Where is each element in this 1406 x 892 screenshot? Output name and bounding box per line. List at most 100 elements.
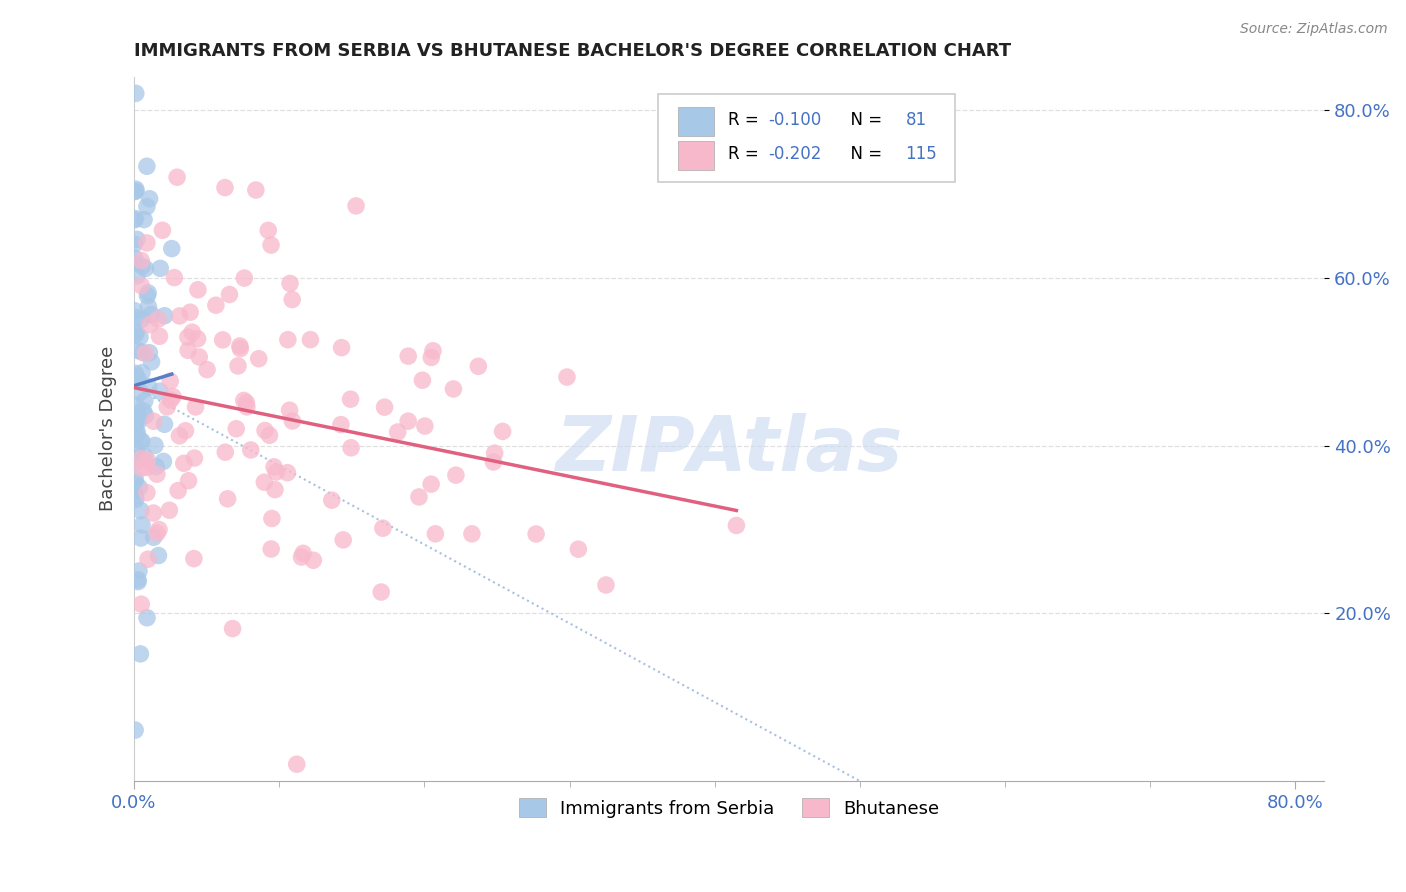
Point: [167, 483, 190, 498]
Point: [134, 346, 156, 360]
Point: [264, 483, 287, 497]
Point: [127, 450, 149, 465]
Point: [122, 237, 145, 252]
Point: [136, 453, 159, 467]
Point: [179, 305, 201, 319]
Point: [142, 530, 165, 544]
Point: [567, 542, 589, 557]
Point: [125, 398, 148, 412]
Point: [467, 359, 489, 374]
Point: [160, 242, 183, 256]
Point: [370, 585, 392, 599]
Point: [277, 333, 299, 347]
Point: [125, 232, 148, 246]
Point: [184, 400, 207, 414]
Point: [127, 573, 149, 587]
Point: [124, 723, 146, 737]
Point: [138, 380, 160, 394]
Point: [124, 417, 146, 432]
Point: [145, 459, 167, 474]
Point: [138, 192, 160, 206]
Point: [124, 417, 146, 432]
Point: [138, 300, 160, 314]
Point: [177, 343, 200, 358]
Point: [125, 427, 148, 442]
FancyBboxPatch shape: [678, 107, 714, 136]
Point: [131, 434, 153, 449]
Point: [461, 526, 484, 541]
Point: [136, 611, 159, 625]
Point: [125, 369, 148, 384]
Point: [134, 450, 156, 464]
Point: [387, 425, 409, 439]
Text: R =: R =: [728, 112, 763, 129]
Point: [129, 531, 152, 545]
Point: [260, 541, 283, 556]
Point: [135, 485, 157, 500]
Point: [149, 384, 172, 399]
Point: [124, 185, 146, 199]
Point: [124, 252, 146, 266]
Point: [373, 400, 395, 414]
Point: [332, 533, 354, 547]
FancyBboxPatch shape: [678, 141, 714, 170]
Point: [124, 211, 146, 226]
Point: [125, 492, 148, 507]
Text: -0.100: -0.100: [769, 112, 821, 129]
Point: [136, 552, 159, 566]
Point: [128, 564, 150, 578]
Point: [302, 553, 325, 567]
Point: [290, 549, 312, 564]
Point: [134, 393, 156, 408]
Point: [214, 180, 236, 194]
Point: [122, 484, 145, 499]
Point: [139, 318, 162, 332]
Point: [124, 456, 146, 470]
Point: [129, 451, 152, 466]
Point: [263, 459, 285, 474]
Point: [125, 184, 148, 198]
Point: [134, 409, 156, 423]
FancyBboxPatch shape: [658, 95, 956, 182]
Text: ZIPAtlas: ZIPAtlas: [555, 413, 903, 487]
Text: 81: 81: [905, 112, 927, 129]
Point: [131, 345, 153, 359]
Point: [124, 303, 146, 318]
Point: [129, 385, 152, 400]
Text: 115: 115: [905, 145, 938, 163]
Point: [253, 475, 276, 490]
Text: -0.202: -0.202: [769, 145, 823, 163]
Point: [330, 341, 353, 355]
Point: [135, 200, 157, 214]
Point: [396, 414, 419, 428]
Point: [217, 491, 239, 506]
Point: [181, 325, 204, 339]
Text: R =: R =: [728, 145, 763, 163]
Point: [281, 414, 304, 428]
Point: [127, 374, 149, 388]
Point: [148, 312, 170, 326]
Point: [226, 359, 249, 373]
Point: [259, 428, 281, 442]
Point: [340, 441, 363, 455]
Point: [141, 308, 163, 322]
Point: [146, 467, 169, 482]
Point: [128, 481, 150, 495]
Point: [276, 466, 298, 480]
Point: [124, 475, 146, 489]
Point: [247, 351, 270, 366]
Point: [159, 392, 181, 407]
Point: [128, 414, 150, 428]
Point: [188, 350, 211, 364]
Point: [214, 445, 236, 459]
Point: [330, 417, 353, 432]
Point: [425, 526, 447, 541]
Point: [138, 345, 160, 359]
Point: [229, 339, 252, 353]
Point: [124, 212, 146, 227]
Point: [148, 549, 170, 563]
Point: [124, 367, 146, 381]
Point: [136, 285, 159, 300]
Point: [555, 370, 578, 384]
Point: [132, 404, 155, 418]
